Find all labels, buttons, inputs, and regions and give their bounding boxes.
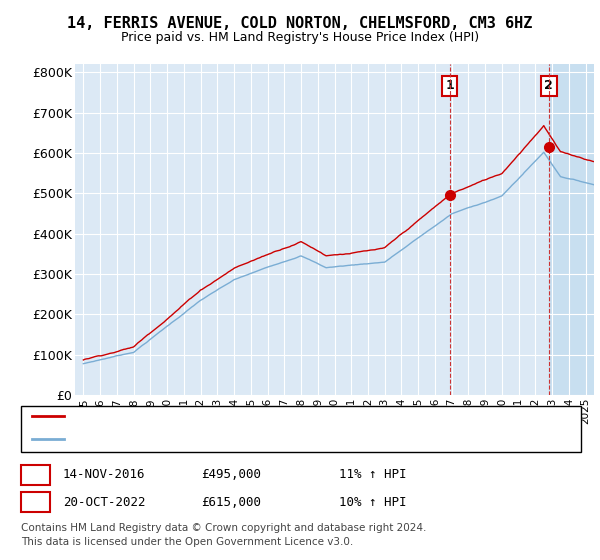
Text: 1: 1 [445,80,454,92]
Text: 14-NOV-2016: 14-NOV-2016 [63,468,146,482]
Text: £615,000: £615,000 [201,496,261,509]
Bar [549,64,594,395]
Text: 2: 2 [31,496,40,509]
Text: 20-OCT-2022: 20-OCT-2022 [63,496,146,509]
Text: HPI: Average price, detached house, Maldon: HPI: Average price, detached house, Mald… [71,435,319,444]
Text: Price paid vs. HM Land Registry's House Price Index (HPI): Price paid vs. HM Land Registry's House … [121,31,479,44]
Text: 11% ↑ HPI: 11% ↑ HPI [339,468,407,482]
Text: 14, FERRIS AVENUE, COLD NORTON, CHELMSFORD, CM3 6HZ: 14, FERRIS AVENUE, COLD NORTON, CHELMSFO… [67,16,533,31]
Text: 1: 1 [31,468,40,482]
Text: £495,000: £495,000 [201,468,261,482]
Text: This data is licensed under the Open Government Licence v3.0.: This data is licensed under the Open Gov… [21,536,353,547]
Text: 10% ↑ HPI: 10% ↑ HPI [339,496,407,509]
Text: 2: 2 [544,80,553,92]
Text: Contains HM Land Registry data © Crown copyright and database right 2024.: Contains HM Land Registry data © Crown c… [21,523,427,533]
Text: 14, FERRIS AVENUE, COLD NORTON, CHELMSFORD, CM3 6HZ (detached house): 14, FERRIS AVENUE, COLD NORTON, CHELMSFO… [71,412,514,421]
